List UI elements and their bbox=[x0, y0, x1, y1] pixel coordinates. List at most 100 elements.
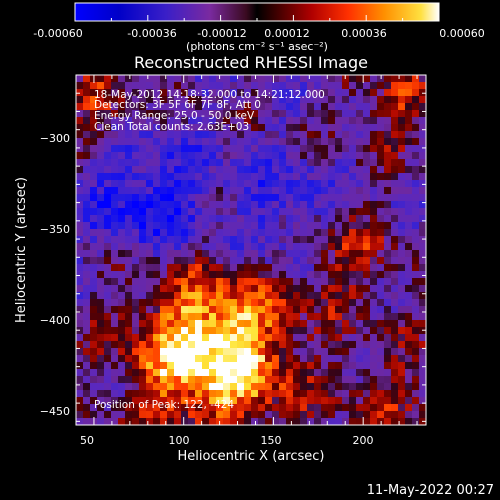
heatmap-cell bbox=[167, 194, 175, 202]
heatmap-cell bbox=[139, 404, 147, 412]
heatmap-cell bbox=[405, 103, 413, 111]
heatmap-cell bbox=[356, 341, 364, 349]
heatmap-cell bbox=[356, 166, 364, 174]
heatmap-cell bbox=[370, 131, 378, 139]
heatmap-cell bbox=[202, 201, 210, 209]
heatmap-cell bbox=[202, 173, 210, 181]
heatmap-cell bbox=[118, 236, 126, 244]
heatmap-cell bbox=[230, 341, 238, 349]
heatmap-cell bbox=[244, 236, 252, 244]
heatmap-cell bbox=[412, 145, 420, 153]
heatmap-cell bbox=[377, 82, 385, 90]
heatmap-cell bbox=[223, 89, 231, 97]
heatmap-cell bbox=[237, 152, 245, 160]
heatmap-cell bbox=[139, 334, 147, 342]
heatmap-cell bbox=[286, 138, 294, 146]
heatmap-cell bbox=[391, 215, 399, 223]
heatmap-cell bbox=[230, 278, 238, 286]
heatmap-cell bbox=[174, 313, 182, 321]
heatmap-cell bbox=[174, 271, 182, 279]
heatmap-cell bbox=[258, 278, 266, 286]
heatmap-cell bbox=[223, 138, 231, 146]
heatmap-cell bbox=[279, 110, 287, 118]
heatmap-cell bbox=[125, 390, 133, 398]
heatmap-cell bbox=[377, 145, 385, 153]
heatmap-cell bbox=[146, 278, 154, 286]
heatmap-cell bbox=[335, 292, 343, 300]
heatmap-cell bbox=[363, 271, 371, 279]
heatmap-cell bbox=[160, 390, 168, 398]
heatmap-cell bbox=[384, 418, 392, 425]
heatmap-cell bbox=[160, 369, 168, 377]
heatmap-cell bbox=[237, 292, 245, 300]
heatmap-cell bbox=[286, 376, 294, 384]
heatmap-cell bbox=[286, 355, 294, 363]
heatmap-cell bbox=[384, 180, 392, 188]
heatmap-cell bbox=[321, 145, 329, 153]
heatmap-cell bbox=[293, 376, 301, 384]
heatmap-cell bbox=[412, 208, 420, 216]
heatmap-cell bbox=[258, 173, 266, 181]
heatmap-cell bbox=[398, 110, 406, 118]
heatmap-cell bbox=[335, 404, 343, 412]
heatmap-cell bbox=[363, 89, 371, 97]
heatmap-cell bbox=[167, 229, 175, 237]
heatmap-cell bbox=[279, 292, 287, 300]
heatmap-cell bbox=[167, 75, 175, 83]
heatmap-cell bbox=[237, 187, 245, 195]
heatmap-cell bbox=[398, 208, 406, 216]
heatmap-cell bbox=[321, 390, 329, 398]
heatmap-cell bbox=[419, 187, 426, 195]
heatmap-cell bbox=[132, 369, 140, 377]
heatmap-cell bbox=[419, 124, 426, 132]
heatmap-cell bbox=[97, 390, 105, 398]
heatmap-cell bbox=[314, 201, 322, 209]
heatmap-cell bbox=[279, 383, 287, 391]
heatmap-cell bbox=[76, 138, 84, 146]
heatmap-cell bbox=[97, 327, 105, 335]
heatmap-cell bbox=[195, 110, 203, 118]
heatmap-cell bbox=[279, 390, 287, 398]
heatmap-cell bbox=[230, 390, 238, 398]
heatmap-cell bbox=[188, 355, 196, 363]
heatmap-cell bbox=[181, 278, 189, 286]
heatmap-cell bbox=[216, 376, 224, 384]
heatmap-cell bbox=[125, 89, 133, 97]
heatmap-cell bbox=[97, 397, 105, 405]
heatmap-cell bbox=[209, 250, 217, 258]
heatmap-cell bbox=[132, 180, 140, 188]
heatmap-cell bbox=[286, 397, 294, 405]
heatmap-cell bbox=[405, 159, 413, 167]
heatmap-cell bbox=[223, 397, 231, 405]
footer-date: 11-May-2022 00:27 bbox=[367, 483, 494, 498]
heatmap-cell bbox=[272, 320, 280, 328]
heatmap-cell bbox=[391, 334, 399, 342]
heatmap-cell bbox=[377, 285, 385, 293]
heatmap-cell bbox=[405, 82, 413, 90]
heatmap-cell bbox=[223, 278, 231, 286]
heatmap-cell bbox=[398, 173, 406, 181]
heatmap-cell bbox=[419, 299, 426, 307]
heatmap-cell bbox=[363, 334, 371, 342]
heatmap-cell bbox=[244, 201, 252, 209]
heatmap-cell bbox=[272, 383, 280, 391]
heatmap-cell bbox=[104, 103, 112, 111]
heatmap-cell bbox=[188, 75, 196, 83]
heatmap-cell bbox=[223, 341, 231, 349]
heatmap-cell bbox=[335, 278, 343, 286]
heatmap-cell bbox=[349, 313, 357, 321]
heatmap-cell bbox=[244, 418, 252, 425]
heatmap-cell bbox=[258, 313, 266, 321]
heatmap-cell bbox=[90, 173, 98, 181]
heatmap-cell bbox=[398, 278, 406, 286]
heatmap-cell bbox=[293, 201, 301, 209]
heatmap-cell bbox=[335, 334, 343, 342]
heatmap-cell bbox=[139, 257, 147, 265]
heatmap-cell bbox=[405, 278, 413, 286]
heatmap-cell bbox=[349, 271, 357, 279]
heatmap-cell bbox=[258, 243, 266, 251]
heatmap-cell bbox=[314, 404, 322, 412]
heatmap-cell bbox=[125, 117, 133, 125]
heatmap-cell bbox=[209, 110, 217, 118]
heatmap-cell bbox=[377, 187, 385, 195]
